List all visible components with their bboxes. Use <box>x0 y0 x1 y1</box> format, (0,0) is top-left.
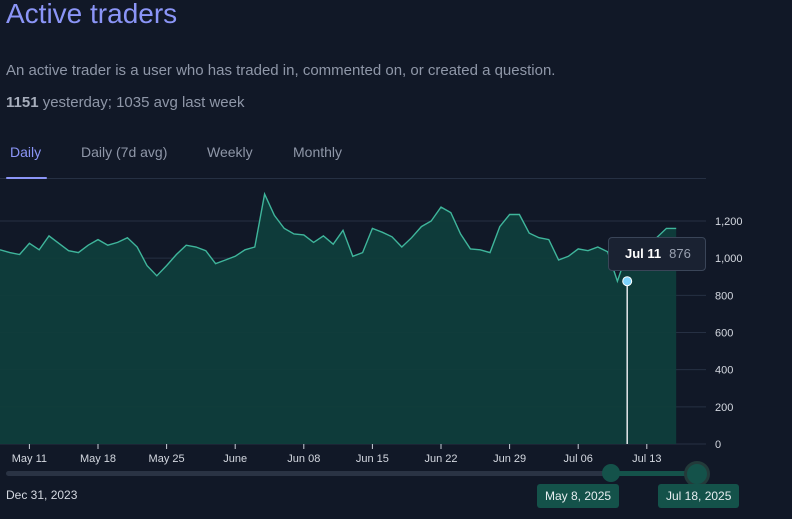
page-description: An active trader is a user who has trade… <box>6 62 556 79</box>
x-tick-label: Jul 06 <box>564 453 593 465</box>
stats-text: yesterday; 1035 avg last week <box>38 94 245 111</box>
range-slider-selection[interactable] <box>611 471 697 476</box>
period-tabs: Daily Daily (7d avg) Weekly Monthly <box>0 140 706 179</box>
y-tick-label: 0 <box>715 439 721 451</box>
x-tick-label: Jun 15 <box>356 453 389 465</box>
tooltip-value: 876 <box>669 246 691 261</box>
x-tick-label: May 11 <box>12 453 47 465</box>
y-tick-label: 1,000 <box>715 253 743 265</box>
range-min-date: Dec 31, 2023 <box>6 488 78 502</box>
x-tick-label: Jun 08 <box>287 453 320 465</box>
chart-area <box>0 194 677 444</box>
chart-line <box>0 191 677 284</box>
tab-weekly[interactable]: Weekly <box>207 144 253 160</box>
page-title: Active traders <box>6 0 178 29</box>
x-tick-label: May 18 <box>80 453 116 465</box>
x-tick-label: May 25 <box>149 453 185 465</box>
y-tick-label: 400 <box>715 365 733 377</box>
y-tick-label: 200 <box>715 402 733 414</box>
x-tick-label: Jun 29 <box>493 453 526 465</box>
y-tick-label: 600 <box>715 328 733 340</box>
range-start-date[interactable]: May 8, 2025 <box>537 484 620 508</box>
highlight-point <box>622 276 633 287</box>
tab-daily[interactable]: Daily <box>5 144 48 179</box>
stats-value: 1151 <box>6 94 39 111</box>
tab-monthly[interactable]: Monthly <box>293 144 343 160</box>
stats-summary: 1151 yesterday; 1035 avg last week <box>6 94 245 111</box>
x-tick-label: Jul 13 <box>632 453 661 465</box>
range-end-date[interactable]: Jul 18, 2025 <box>658 484 740 508</box>
range-slider-track[interactable] <box>6 471 706 476</box>
y-tick-label: 1,200 <box>715 216 743 228</box>
chart-tooltip: Jul 11 876 <box>608 237 706 271</box>
x-tick-label: June <box>223 453 247 465</box>
y-tick-label: 800 <box>715 290 733 302</box>
tooltip-date: Jul 11 <box>625 246 662 261</box>
x-axis: May 11 May 18 May 25 June Jun 08 Jun 15 Jun 22… <box>12 444 661 465</box>
range-start-handle[interactable] <box>602 464 620 482</box>
x-tick-label: Jun 22 <box>424 453 457 465</box>
chart-highlight <box>622 276 633 444</box>
y-axis: 0 200 400 600 800 1,000 1,200 <box>715 216 743 451</box>
tab-daily-7d-avg[interactable]: Daily (7d avg) <box>81 144 168 160</box>
